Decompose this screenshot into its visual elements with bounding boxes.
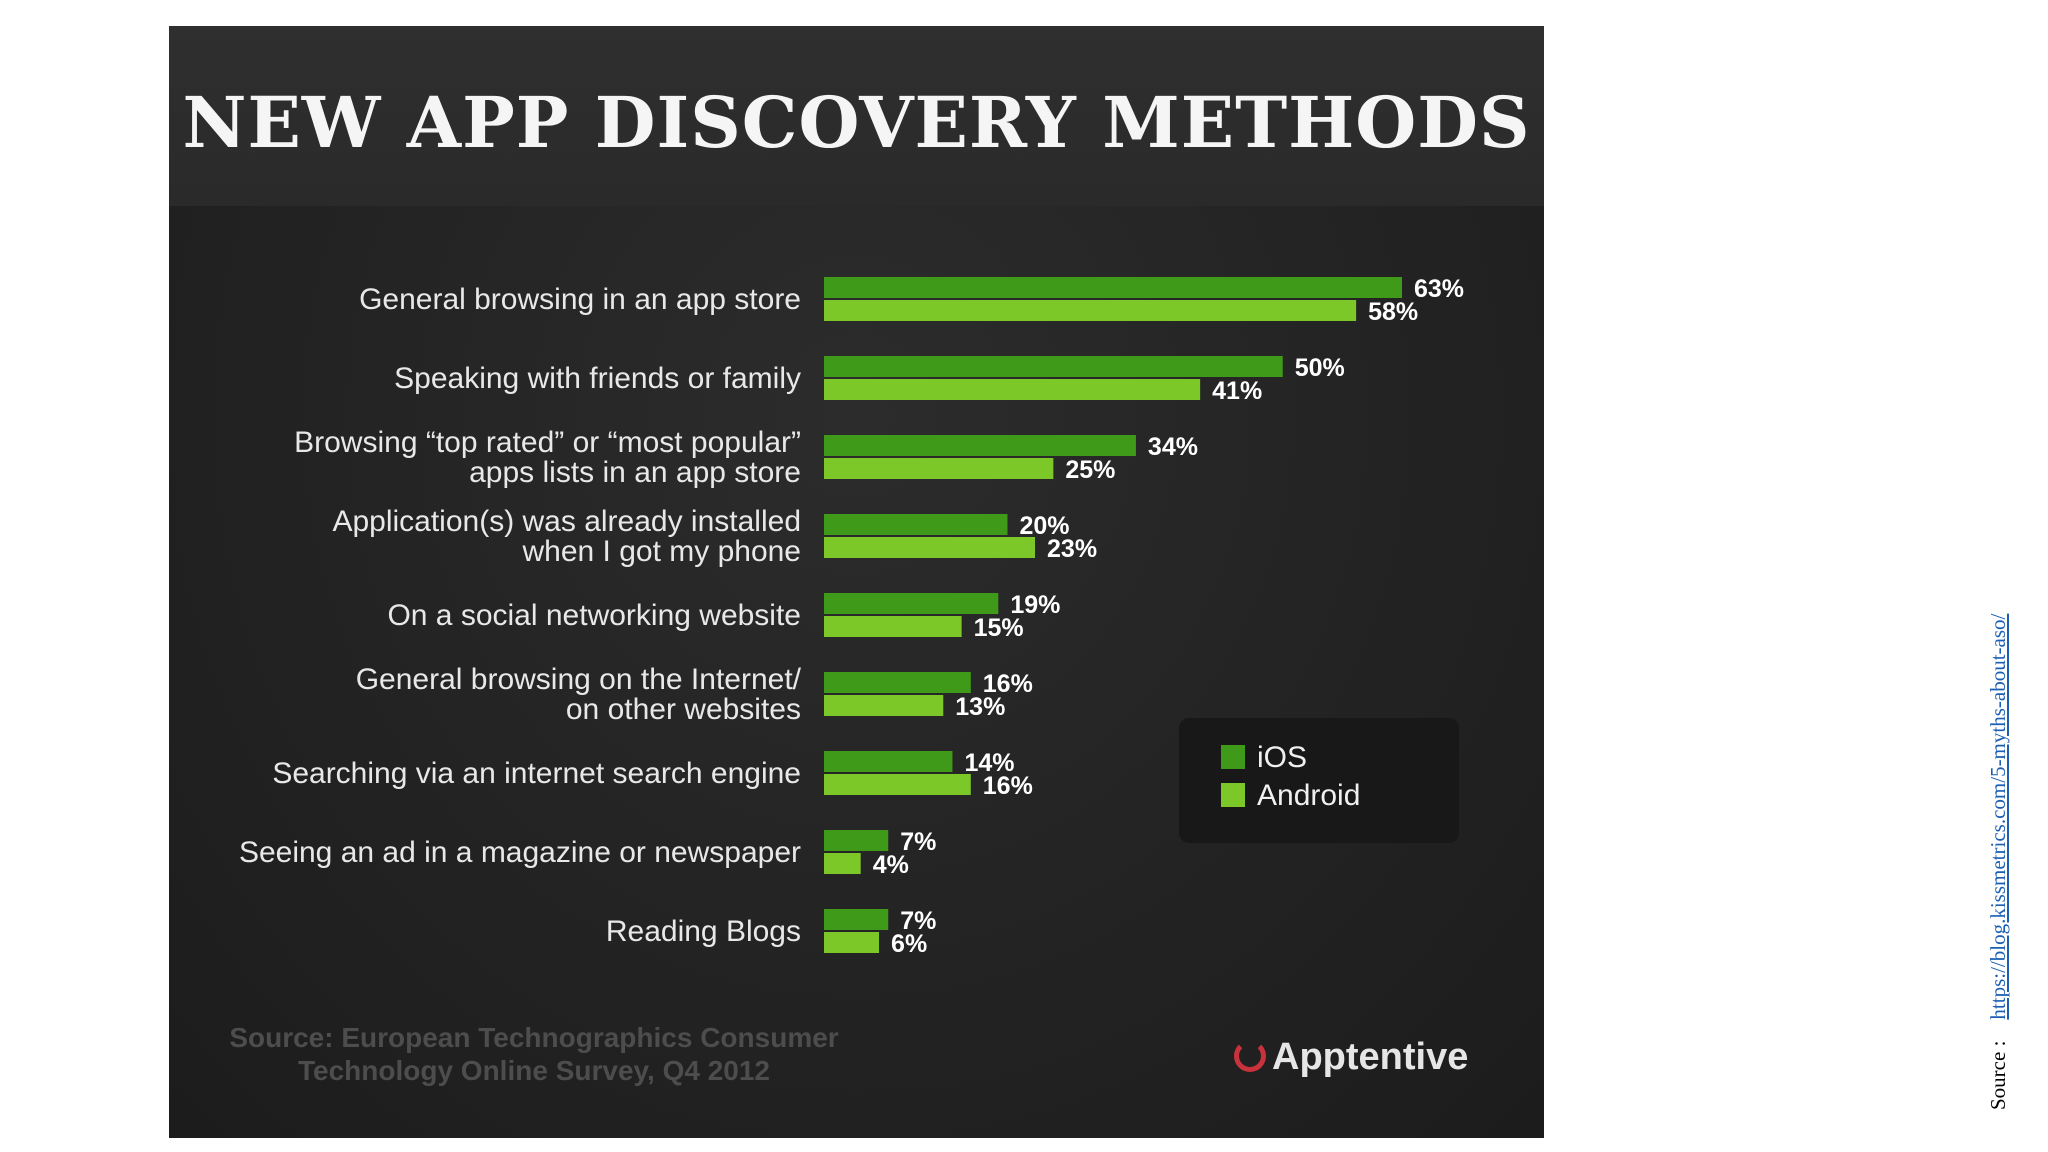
legend-item-ios: iOS	[1221, 740, 1307, 776]
value-label-android: 58%	[1368, 298, 1418, 326]
side-source-prefix: Source :	[1986, 1040, 2010, 1110]
value-label-android: 25%	[1065, 456, 1115, 484]
value-label-android: 23%	[1047, 535, 1097, 563]
category-label-line: when I got my phone	[521, 535, 801, 568]
category-label-line: on other websites	[566, 693, 801, 726]
bar-ios	[824, 356, 1283, 377]
bar-ios	[824, 514, 1008, 535]
value-label-ios: 7%	[900, 907, 936, 935]
category-label: Searching via an internet search engine	[272, 757, 801, 790]
category-label-line: Searching via an internet search engine	[272, 757, 801, 790]
bar-ios	[824, 909, 889, 930]
value-label-ios: 34%	[1148, 433, 1198, 461]
category-label-line: apps lists in an app store	[469, 456, 801, 489]
bar-ios	[824, 672, 971, 693]
value-label-ios: 14%	[964, 749, 1014, 777]
category-label-line: Browsing “top rated” or “most popular”	[294, 426, 801, 459]
category-label: Reading Blogs	[606, 915, 801, 948]
source-line-1: Source: European Technographics Consumer	[229, 1022, 839, 1053]
header-band	[169, 26, 1544, 206]
value-label-android: 4%	[873, 851, 909, 879]
bar-ios	[824, 435, 1136, 456]
value-label-ios: 20%	[1019, 512, 1069, 540]
category-label-line: General browsing on the Internet/	[356, 663, 802, 696]
bar-android	[824, 537, 1036, 558]
category-label: Speaking with friends or family	[394, 362, 801, 395]
value-label-android: 15%	[974, 614, 1024, 642]
bar-android	[824, 458, 1054, 479]
value-label-ios: 7%	[900, 828, 936, 856]
bar-android	[824, 695, 944, 716]
bar-android	[824, 774, 971, 795]
bar-ios	[824, 830, 889, 851]
category-label-line: On a social networking website	[387, 599, 801, 632]
apptentive-logo-icon	[1234, 1039, 1266, 1072]
category-label: Application(s) was already installed when…	[332, 505, 801, 568]
category-label: General browsing in an app store	[359, 283, 801, 316]
category-label-line: Seeing an ad in a magazine or newspaper	[239, 836, 801, 869]
bar-ios	[824, 277, 1402, 298]
bars	[824, 277, 1402, 953]
legend-item-android: Android	[1221, 778, 1360, 814]
value-label-ios: 50%	[1295, 354, 1345, 382]
category-label-line: General browsing in an app store	[359, 283, 801, 316]
category-label: Seeing an ad in a magazine or newspaper	[239, 836, 801, 869]
bar-android	[824, 853, 861, 874]
value-label-ios: 63%	[1414, 275, 1464, 303]
category-label: Browsing “top rated” or “most popular” ap…	[294, 426, 801, 489]
value-label-android: 16%	[983, 772, 1033, 800]
apptentive-logo: Apptentive	[1234, 1036, 1468, 1079]
bar-ios	[824, 751, 953, 772]
value-label-android: 41%	[1212, 377, 1262, 405]
side-source-note: Source : https://blog.kissmetrics.com/5-…	[1986, 614, 2011, 1110]
category-label-line: Reading Blogs	[606, 915, 801, 948]
category-label: General browsing on the Internet/on othe…	[356, 663, 802, 726]
value-label-android: 6%	[891, 930, 927, 958]
value-labels: 63%58%50%41%34%25%20%23%19%15%16%13%14%1…	[873, 275, 1464, 958]
bar-android	[824, 932, 880, 953]
category-label-line: Speaking with friends or family	[394, 362, 801, 395]
bar-android	[824, 616, 962, 637]
bar-android	[824, 379, 1201, 400]
value-label-ios: 16%	[983, 670, 1033, 698]
infographic: NEW APP DISCOVERY METHODS General browsi…	[169, 26, 1544, 1138]
bar-android	[824, 300, 1357, 321]
bar-ios	[824, 593, 999, 614]
logo-text: Apptentive	[1272, 1036, 1469, 1078]
value-label-ios: 19%	[1010, 591, 1060, 619]
legend-label-ios: iOS	[1257, 741, 1308, 774]
legend-swatch-ios	[1221, 745, 1245, 770]
chart-title: NEW APP DISCOVERY METHODS	[182, 81, 1531, 164]
category-labels: General browsing in an app store Speaking…	[239, 283, 802, 948]
legend: iOS Android	[1179, 718, 1459, 843]
category-label: On a social networking website	[387, 599, 801, 632]
bar-chart: General browsing in an app store Speaking…	[239, 275, 1464, 958]
source-note: Source: European Technographics Consumer…	[224, 1021, 844, 1087]
source-link[interactable]: https://blog.kissmetrics.com/5-myths-abo…	[1986, 613, 2010, 1020]
value-label-android: 13%	[955, 693, 1005, 721]
legend-swatch-android	[1221, 783, 1245, 808]
category-label-line: Application(s) was already installed	[332, 505, 801, 538]
source-line-2: Technology Online Survey, Q4 2012	[297, 1055, 770, 1086]
legend-label-android: Android	[1257, 779, 1361, 812]
